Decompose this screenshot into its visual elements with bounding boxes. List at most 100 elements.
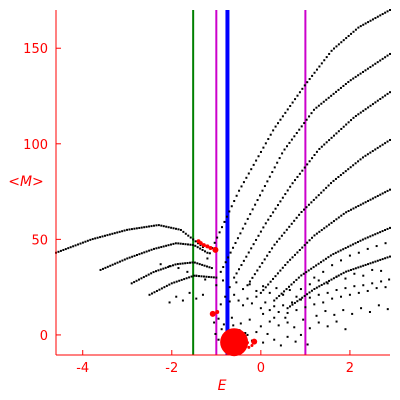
curve-5-point [246, 217, 249, 220]
curve-10-point [310, 289, 313, 292]
curve-8-point [320, 229, 323, 232]
curve-7-point [330, 182, 333, 185]
y-tick-label: 100 [23, 138, 48, 153]
scatter-point [159, 263, 162, 266]
curve-5-point [227, 256, 230, 259]
curve-10-point [379, 258, 382, 261]
curve-9-point [334, 251, 337, 254]
curve-10-point [347, 269, 350, 272]
curve-3-point [215, 276, 218, 279]
curve-0-point [179, 228, 182, 231]
curve-3-point [210, 276, 213, 279]
curve-5-point [366, 67, 369, 70]
highlight-point [212, 246, 219, 253]
curve-10-point [301, 296, 304, 299]
curve-1-point [194, 244, 197, 247]
highlight-point [220, 328, 249, 357]
curve-6-point [264, 222, 267, 225]
curve-6-point [308, 160, 311, 163]
curve-10-point [328, 279, 331, 282]
curve-9-point [300, 274, 303, 277]
x-tick-label: 0 [257, 361, 265, 376]
scatter-point [295, 309, 298, 312]
curve-5-point [330, 94, 333, 97]
curve-9-point [322, 259, 325, 262]
scatter-point [375, 287, 378, 290]
curve-2-point [135, 279, 138, 282]
curve-8-point [301, 246, 304, 249]
curve-2-point [162, 267, 165, 270]
curve-1-point [184, 243, 187, 246]
curve-5-point [256, 199, 259, 202]
curve-2-point [164, 266, 167, 269]
scatter-point [246, 297, 249, 300]
scatter-point [186, 270, 189, 273]
curve-8-point [376, 194, 379, 197]
curve-5-point [229, 251, 232, 254]
scatter-point [302, 318, 305, 321]
curve-9-point [312, 266, 315, 269]
curve-0-point [130, 228, 133, 231]
scatter-point [233, 293, 236, 296]
highlight-points [196, 239, 258, 357]
curve-8-point [350, 208, 353, 211]
curve-5-point [254, 203, 257, 206]
curve-5-point [308, 115, 311, 118]
highlight-point [247, 345, 251, 349]
curve-7-point [354, 162, 357, 165]
curve-7-point [271, 247, 274, 250]
curve-4-point [313, 71, 316, 74]
curve-6-point [281, 196, 284, 199]
curve-1-point [162, 245, 165, 248]
scatter-point [360, 307, 363, 310]
scatter-point [286, 335, 289, 338]
curve-8-point [330, 221, 333, 224]
scatter-point [317, 293, 320, 296]
curve-0-point [133, 227, 136, 230]
curve-4-point [218, 231, 221, 234]
curve-2-point [140, 277, 143, 280]
curve-3-point [193, 274, 196, 277]
curve-7-point [386, 140, 389, 143]
curve-1-point [101, 267, 104, 270]
curve-4-point [325, 56, 328, 59]
curve-2-point [208, 266, 211, 269]
axes: -4 -2 0 2 0 50 100 150 [23, 10, 390, 376]
curve-4-point [315, 68, 318, 71]
curve-6-point [357, 113, 360, 116]
curve-0-point [145, 225, 148, 228]
curve-4-point [337, 43, 340, 46]
curve-7-point [320, 191, 323, 194]
curve-5-point [259, 194, 262, 197]
curve-0-point [118, 230, 121, 233]
curve-3-point [202, 275, 205, 278]
curve-4-point [279, 118, 282, 121]
curve-1-point [128, 256, 131, 259]
curve-7-point [352, 164, 355, 167]
curve-6-point [233, 276, 236, 279]
curve-2-point [167, 265, 170, 268]
curve-6-point [381, 96, 384, 99]
curve-6-point [369, 104, 372, 107]
curve-0-point [57, 250, 60, 253]
x-tick-label: -4 [76, 361, 89, 376]
curve-4-point [389, 9, 391, 11]
curve-6-point [252, 243, 255, 246]
curve-1-point [196, 246, 199, 249]
curve-10-point [367, 263, 370, 266]
curve-4-point [340, 41, 343, 44]
curve-6-point [238, 268, 241, 271]
scatter-point [322, 301, 325, 304]
curve-9-point [344, 247, 347, 250]
scatter-point [362, 284, 365, 287]
curve-8-point [269, 280, 272, 283]
curve-0-point [172, 227, 175, 230]
curve-7-point [258, 265, 261, 268]
scatter-point [268, 309, 271, 312]
curve-8-point [328, 223, 331, 226]
curve-8-point [354, 206, 357, 209]
curve-4-point [208, 252, 211, 255]
scatter-point [168, 265, 171, 268]
curve-9-point [374, 233, 377, 236]
x-tick-label: -2 [165, 361, 178, 376]
